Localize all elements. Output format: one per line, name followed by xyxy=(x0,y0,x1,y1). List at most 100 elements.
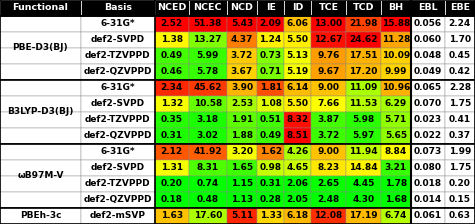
Text: 13.00: 13.00 xyxy=(314,19,342,28)
Bar xyxy=(257,160,284,176)
Text: 51.38: 51.38 xyxy=(193,19,222,28)
Text: 0.023: 0.023 xyxy=(414,115,442,124)
Bar xyxy=(227,176,257,192)
Bar xyxy=(346,192,380,208)
Text: 3.72: 3.72 xyxy=(317,131,340,140)
Bar xyxy=(257,16,284,32)
Text: def2-SVPD: def2-SVPD xyxy=(91,35,145,44)
Bar xyxy=(311,96,346,112)
Bar xyxy=(411,112,445,128)
Bar xyxy=(227,112,257,128)
Text: EBL: EBL xyxy=(418,3,437,12)
Text: 0.31: 0.31 xyxy=(161,131,183,140)
Bar xyxy=(0,192,81,208)
Bar xyxy=(0,0,475,16)
Bar xyxy=(411,144,445,160)
Bar xyxy=(346,16,380,32)
Bar xyxy=(411,192,445,208)
Text: 0.45: 0.45 xyxy=(449,51,471,60)
Text: 11.09: 11.09 xyxy=(349,83,378,92)
Bar xyxy=(257,80,284,96)
Text: 6.29: 6.29 xyxy=(385,99,407,108)
Text: 0.28: 0.28 xyxy=(260,196,282,205)
Text: 11.94: 11.94 xyxy=(349,147,378,156)
Text: 5.98: 5.98 xyxy=(352,115,374,124)
Bar xyxy=(284,176,311,192)
Bar xyxy=(257,144,284,160)
Bar xyxy=(311,64,346,80)
Text: 8.84: 8.84 xyxy=(385,147,407,156)
Bar xyxy=(227,48,257,64)
Text: 2.52: 2.52 xyxy=(161,19,183,28)
Text: 0.49: 0.49 xyxy=(259,131,282,140)
Text: IE: IE xyxy=(266,3,276,12)
Text: 0.070: 0.070 xyxy=(414,99,442,108)
Text: 4.30: 4.30 xyxy=(352,196,374,205)
Text: 11.28: 11.28 xyxy=(381,35,410,44)
Bar xyxy=(0,48,81,64)
Bar xyxy=(155,64,189,80)
Bar xyxy=(257,48,284,64)
Text: 0.46: 0.46 xyxy=(161,67,183,76)
Text: 9.00: 9.00 xyxy=(317,83,340,92)
Text: 1.91: 1.91 xyxy=(231,115,253,124)
Text: 6-31G*: 6-31G* xyxy=(101,147,135,156)
Bar xyxy=(380,160,411,176)
Text: 11.53: 11.53 xyxy=(349,99,378,108)
Text: 0.080: 0.080 xyxy=(414,164,442,172)
Text: 5.19: 5.19 xyxy=(286,67,309,76)
Text: 6.14: 6.14 xyxy=(286,83,309,92)
Bar xyxy=(257,96,284,112)
Bar xyxy=(380,16,411,32)
Text: TCE: TCE xyxy=(318,3,339,12)
Bar xyxy=(380,176,411,192)
Bar xyxy=(411,48,445,64)
Bar xyxy=(411,96,445,112)
Text: 0.048: 0.048 xyxy=(414,51,442,60)
Text: NCEC: NCEC xyxy=(193,3,222,12)
Text: TCD: TCD xyxy=(352,3,374,12)
Text: 5.78: 5.78 xyxy=(197,67,219,76)
Text: 1.31: 1.31 xyxy=(161,164,183,172)
Text: ID: ID xyxy=(292,3,303,12)
Text: def2-SVPD: def2-SVPD xyxy=(91,99,145,108)
Text: 14.84: 14.84 xyxy=(349,164,378,172)
Text: 17.19: 17.19 xyxy=(349,211,378,220)
Text: PBEh-3c: PBEh-3c xyxy=(19,211,61,220)
Bar xyxy=(0,64,81,80)
Text: 3.67: 3.67 xyxy=(231,67,253,76)
Text: NCED: NCED xyxy=(157,3,187,12)
Bar xyxy=(380,80,411,96)
Bar xyxy=(346,144,380,160)
Bar xyxy=(380,32,411,48)
Bar xyxy=(311,48,346,64)
Bar xyxy=(81,144,155,160)
Text: NCD: NCD xyxy=(230,3,254,12)
Bar xyxy=(0,112,81,128)
Text: 41.92: 41.92 xyxy=(193,147,222,156)
Bar xyxy=(311,144,346,160)
Text: 8.51: 8.51 xyxy=(286,131,309,140)
Text: 7.66: 7.66 xyxy=(317,99,340,108)
Text: 12.08: 12.08 xyxy=(314,211,342,220)
Bar xyxy=(81,64,155,80)
Text: 1.15: 1.15 xyxy=(231,179,253,188)
Text: 1.70: 1.70 xyxy=(449,35,471,44)
Bar xyxy=(257,32,284,48)
Bar xyxy=(346,80,380,96)
Bar xyxy=(155,208,189,224)
Bar xyxy=(411,160,445,176)
Text: 6-31G*: 6-31G* xyxy=(101,19,135,28)
Bar xyxy=(257,0,284,16)
Bar xyxy=(227,0,257,16)
Bar xyxy=(346,176,380,192)
Text: 9.76: 9.76 xyxy=(317,51,340,60)
Text: 0.51: 0.51 xyxy=(260,115,282,124)
Bar xyxy=(257,208,284,224)
Text: 3.72: 3.72 xyxy=(231,51,253,60)
Bar xyxy=(81,96,155,112)
Bar xyxy=(311,160,346,176)
Text: 0.18: 0.18 xyxy=(161,196,183,205)
Bar xyxy=(284,160,311,176)
Bar xyxy=(189,160,227,176)
